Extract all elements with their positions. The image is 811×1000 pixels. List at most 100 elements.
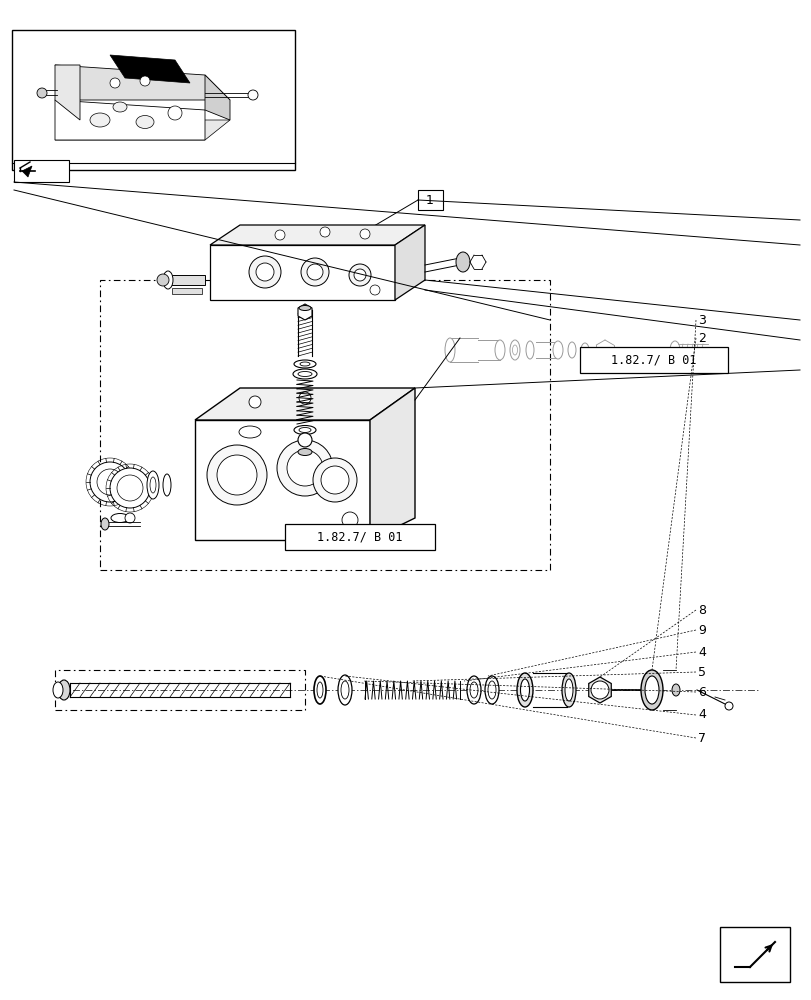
Ellipse shape xyxy=(495,340,504,360)
Text: 3: 3 xyxy=(697,314,705,326)
Ellipse shape xyxy=(581,343,588,357)
Ellipse shape xyxy=(307,264,323,280)
Circle shape xyxy=(125,513,135,523)
Circle shape xyxy=(139,76,150,86)
Text: 5: 5 xyxy=(697,666,705,678)
Ellipse shape xyxy=(53,682,63,698)
Ellipse shape xyxy=(135,115,154,129)
Ellipse shape xyxy=(298,428,311,432)
Ellipse shape xyxy=(354,269,366,281)
Circle shape xyxy=(298,392,311,404)
Ellipse shape xyxy=(644,676,659,704)
Polygon shape xyxy=(169,275,204,285)
Polygon shape xyxy=(55,65,80,120)
Circle shape xyxy=(341,512,358,528)
Polygon shape xyxy=(210,225,424,245)
Circle shape xyxy=(109,468,150,508)
Ellipse shape xyxy=(101,518,109,530)
Ellipse shape xyxy=(113,102,127,112)
Text: 4: 4 xyxy=(697,708,705,721)
Text: 7: 7 xyxy=(697,731,705,744)
Ellipse shape xyxy=(298,371,311,376)
Ellipse shape xyxy=(444,338,454,362)
Bar xyxy=(579,347,727,373)
Ellipse shape xyxy=(298,306,311,310)
Ellipse shape xyxy=(147,471,159,499)
Ellipse shape xyxy=(526,341,534,359)
Ellipse shape xyxy=(337,675,351,705)
Circle shape xyxy=(207,445,267,505)
Ellipse shape xyxy=(484,676,499,704)
Circle shape xyxy=(298,433,311,447)
Ellipse shape xyxy=(90,113,109,127)
Circle shape xyxy=(590,681,608,699)
Circle shape xyxy=(247,90,258,100)
Circle shape xyxy=(359,229,370,239)
Ellipse shape xyxy=(552,341,562,359)
Ellipse shape xyxy=(314,676,325,704)
Circle shape xyxy=(275,230,285,240)
Polygon shape xyxy=(195,420,370,540)
Polygon shape xyxy=(370,388,414,540)
Polygon shape xyxy=(55,120,230,140)
Polygon shape xyxy=(210,245,394,300)
Circle shape xyxy=(90,462,130,502)
Ellipse shape xyxy=(298,448,311,456)
Text: 8: 8 xyxy=(697,603,705,616)
Text: 4: 4 xyxy=(697,646,705,658)
Text: 9: 9 xyxy=(697,624,705,636)
Polygon shape xyxy=(55,100,204,140)
Ellipse shape xyxy=(487,681,496,699)
Ellipse shape xyxy=(466,676,480,704)
Polygon shape xyxy=(394,225,424,300)
Ellipse shape xyxy=(163,271,173,289)
Bar xyxy=(418,190,443,210)
Ellipse shape xyxy=(294,426,315,434)
Circle shape xyxy=(286,450,323,486)
Polygon shape xyxy=(22,166,32,177)
Bar xyxy=(14,160,69,182)
Ellipse shape xyxy=(58,680,70,700)
Text: 6: 6 xyxy=(697,686,705,698)
Ellipse shape xyxy=(163,474,171,496)
Circle shape xyxy=(249,396,260,408)
Ellipse shape xyxy=(512,345,517,355)
Circle shape xyxy=(109,78,120,88)
Circle shape xyxy=(312,458,357,502)
Polygon shape xyxy=(109,55,190,83)
Ellipse shape xyxy=(238,426,260,438)
Circle shape xyxy=(724,702,732,710)
Ellipse shape xyxy=(150,477,156,493)
Circle shape xyxy=(217,455,257,495)
Bar xyxy=(719,927,789,982)
Polygon shape xyxy=(195,388,414,420)
Text: 2: 2 xyxy=(697,332,705,344)
Ellipse shape xyxy=(255,263,273,281)
Ellipse shape xyxy=(640,670,663,710)
Ellipse shape xyxy=(111,514,129,522)
Circle shape xyxy=(277,440,333,496)
Bar xyxy=(55,670,305,710)
Circle shape xyxy=(97,469,122,495)
Ellipse shape xyxy=(301,258,328,286)
Circle shape xyxy=(370,285,380,295)
Ellipse shape xyxy=(349,264,371,286)
Bar xyxy=(12,30,294,170)
Ellipse shape xyxy=(249,256,281,288)
Ellipse shape xyxy=(517,673,532,707)
Ellipse shape xyxy=(293,369,316,379)
Ellipse shape xyxy=(669,341,679,359)
Polygon shape xyxy=(298,304,311,320)
Ellipse shape xyxy=(299,362,310,366)
Circle shape xyxy=(37,88,47,98)
Polygon shape xyxy=(55,65,230,100)
Ellipse shape xyxy=(672,684,679,696)
Circle shape xyxy=(320,466,349,494)
Ellipse shape xyxy=(456,252,470,272)
Ellipse shape xyxy=(470,682,478,698)
Ellipse shape xyxy=(294,360,315,368)
Ellipse shape xyxy=(520,679,529,701)
Circle shape xyxy=(168,106,182,120)
Text: 1: 1 xyxy=(426,194,433,207)
Text: 1.82.7/ B 01: 1.82.7/ B 01 xyxy=(317,530,402,544)
